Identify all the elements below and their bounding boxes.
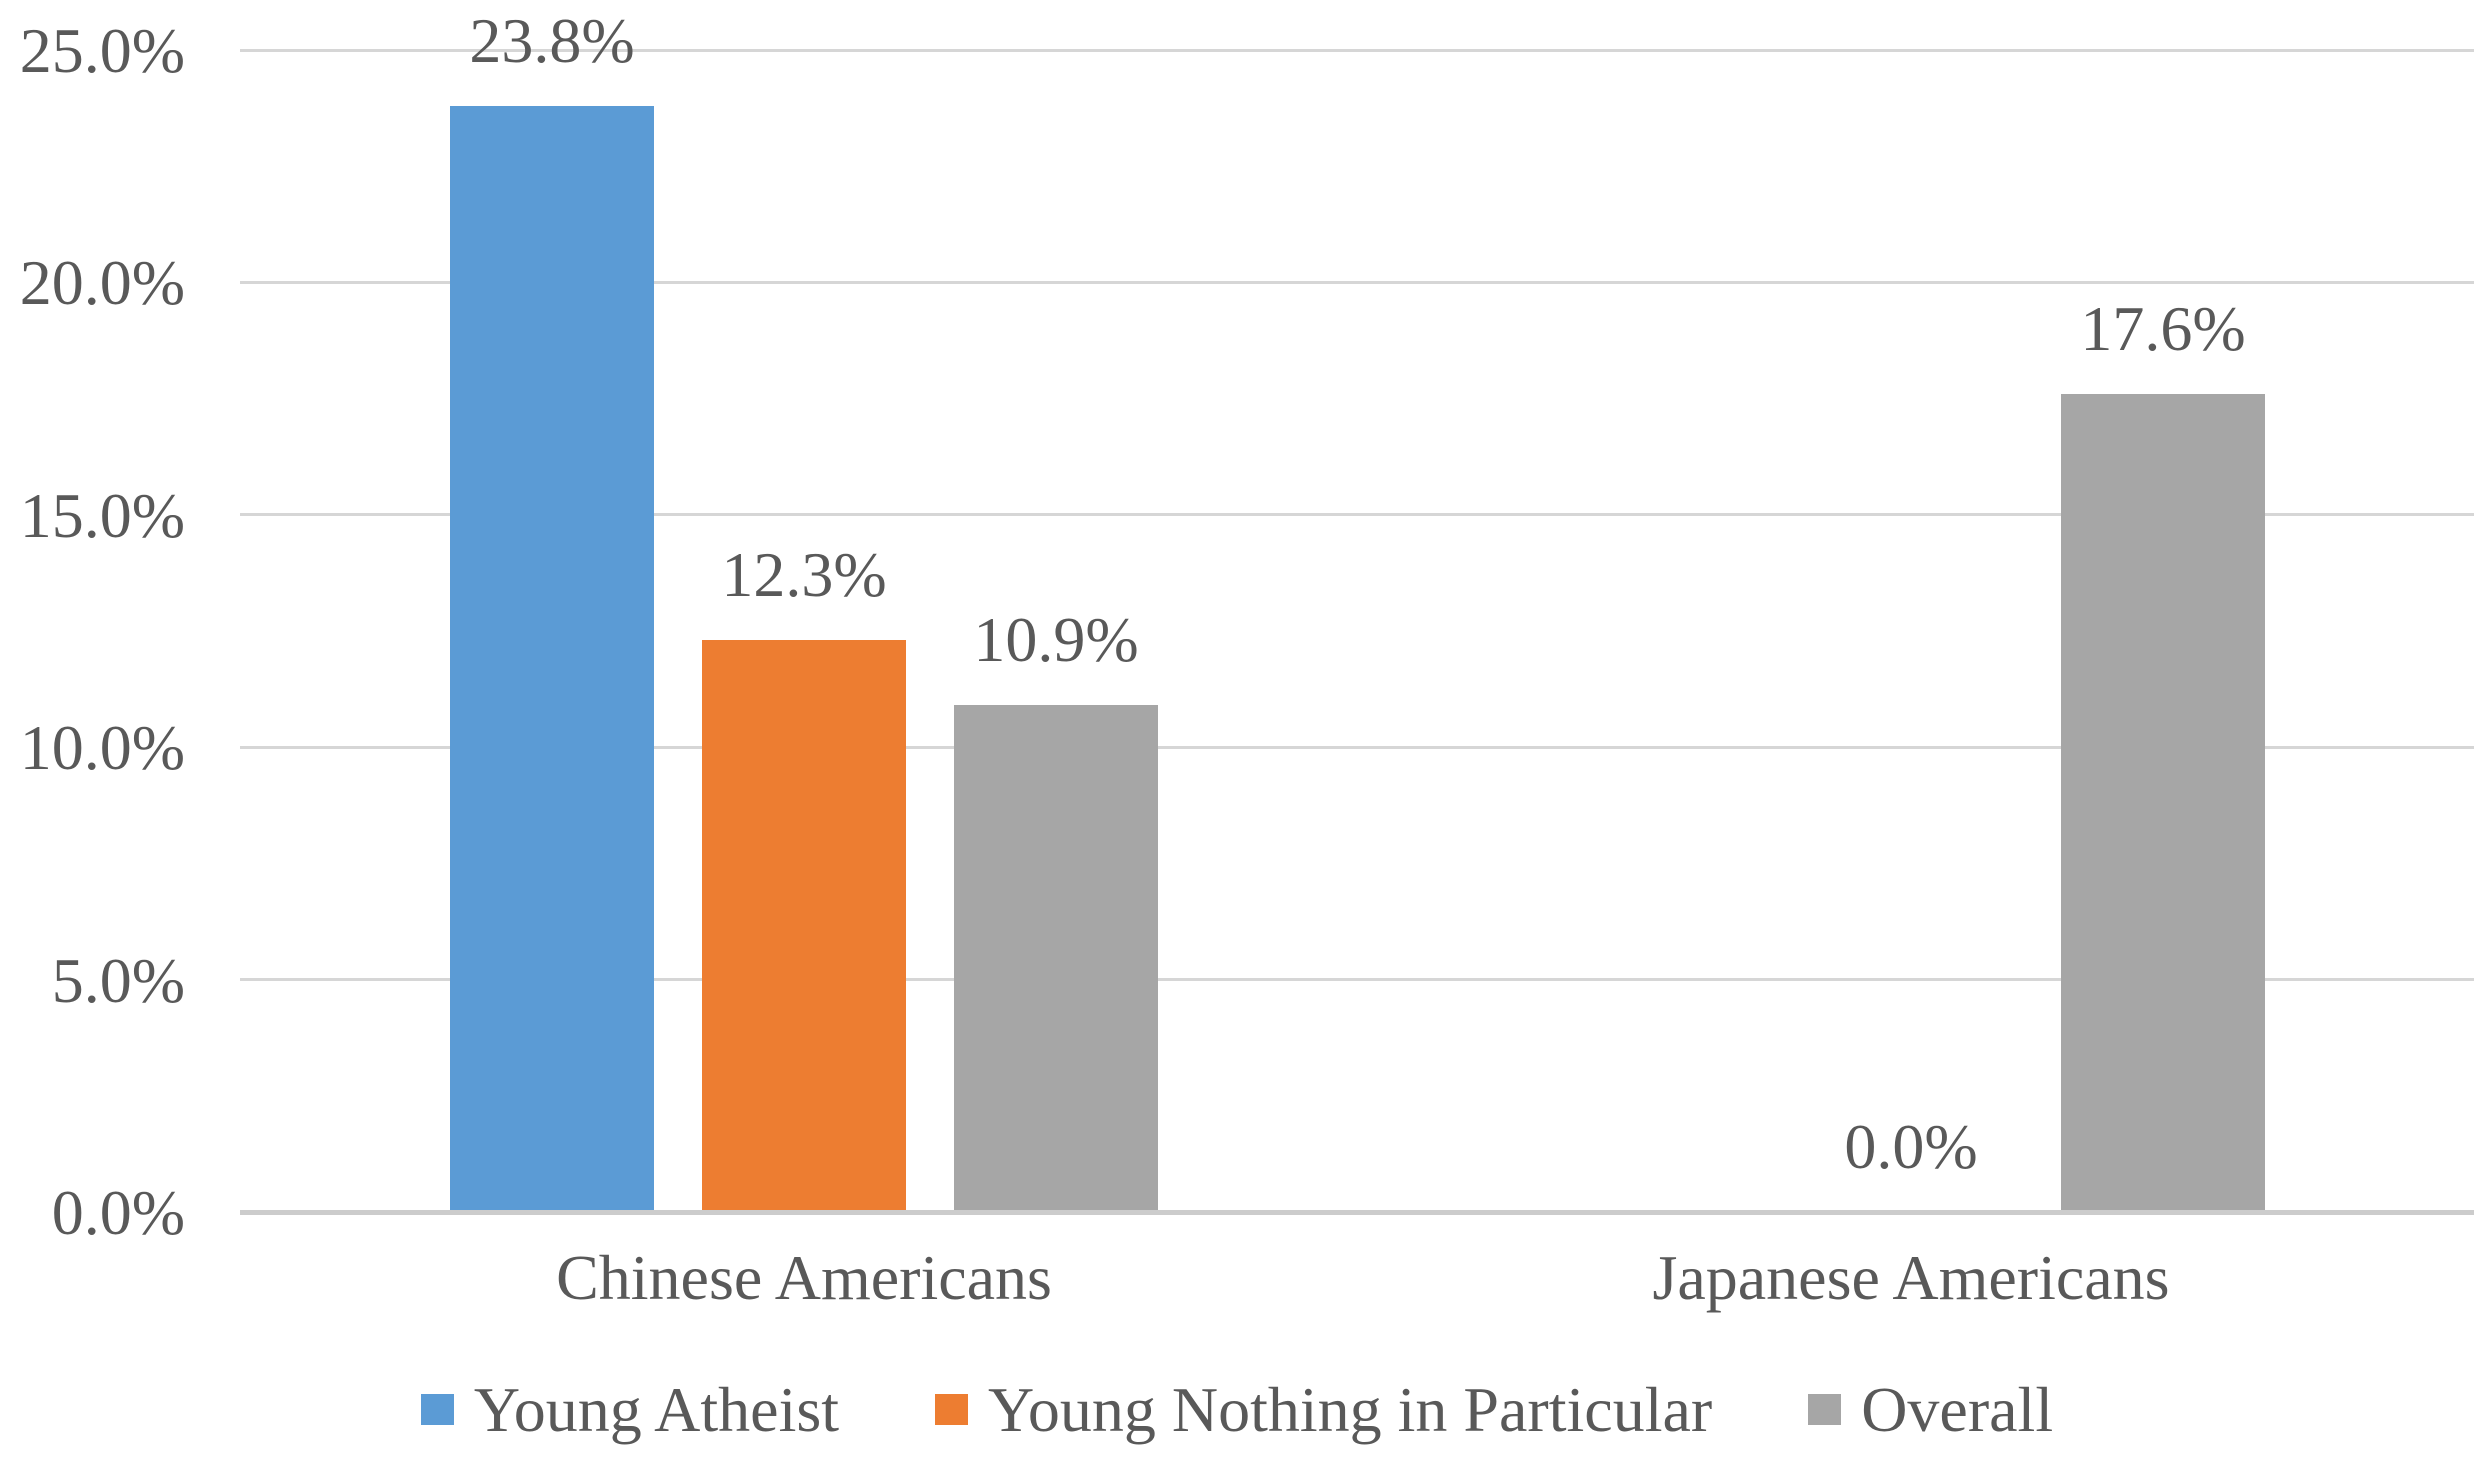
legend-item-young-atheist: Young Atheist (420, 1372, 840, 1447)
y-axis-tick-label-5.0: 5.0% (51, 944, 185, 1016)
category-label-japanese-americans: Japanese Americans (1652, 1242, 2170, 1313)
y-axis-tick-label-10.0: 10.0% (19, 712, 185, 784)
data-label-overall-japanese-americans: 17.6% (2080, 292, 2246, 364)
data-label-young-nothing-in-particular-chinese-americans: 12.3% (721, 539, 887, 611)
bar-overall-japanese-americans (2061, 393, 2265, 1212)
bar-young-atheist-chinese-americans (450, 105, 654, 1212)
bar-overall-chinese-americans (954, 705, 1158, 1212)
legend-swatch-young-atheist (420, 1394, 454, 1425)
y-axis-tick-label-15.0: 15.0% (19, 479, 185, 551)
legend-swatch-overall (1808, 1394, 1842, 1425)
data-label-young-nothing-in-particular-japanese-americans: 0.0% (1844, 1111, 1978, 1182)
data-label-overall-chinese-americans: 10.9% (973, 604, 1139, 676)
legend-item-overall: Overall (1808, 1372, 2053, 1447)
y-axis-tick-label-0.0: 0.0% (51, 1177, 185, 1248)
gridline-25 (240, 48, 2474, 52)
data-label-young-atheist-chinese-americans: 23.8% (469, 4, 635, 76)
bar-young-nothing-in-particular-chinese-americans (702, 640, 906, 1212)
gridline-10 (240, 745, 2474, 749)
y-axis-tick-label-25.0: 25.0% (19, 15, 185, 86)
legend-label-overall: Overall (1861, 1374, 2054, 1445)
legend: Young Atheist Young Nothing in Particula… (0, 1372, 2474, 1447)
x-axis-line (240, 1209, 2474, 1215)
category-label-chinese-americans: Chinese Americans (556, 1242, 1052, 1313)
y-axis-tick-label-20.0: 20.0% (19, 247, 185, 319)
legend-label-young-atheist: Young Atheist (473, 1374, 840, 1445)
gridline-5 (240, 978, 2474, 982)
legend-label-young-nothing-in-particular: Young Nothing in Particular (988, 1374, 1713, 1445)
gridline-15 (240, 513, 2474, 517)
legend-swatch-young-nothing-in-particular (935, 1394, 969, 1425)
gridline-20 (240, 280, 2474, 284)
legend-item-young-nothing-in-particular: Young Nothing in Particular (935, 1372, 1712, 1447)
